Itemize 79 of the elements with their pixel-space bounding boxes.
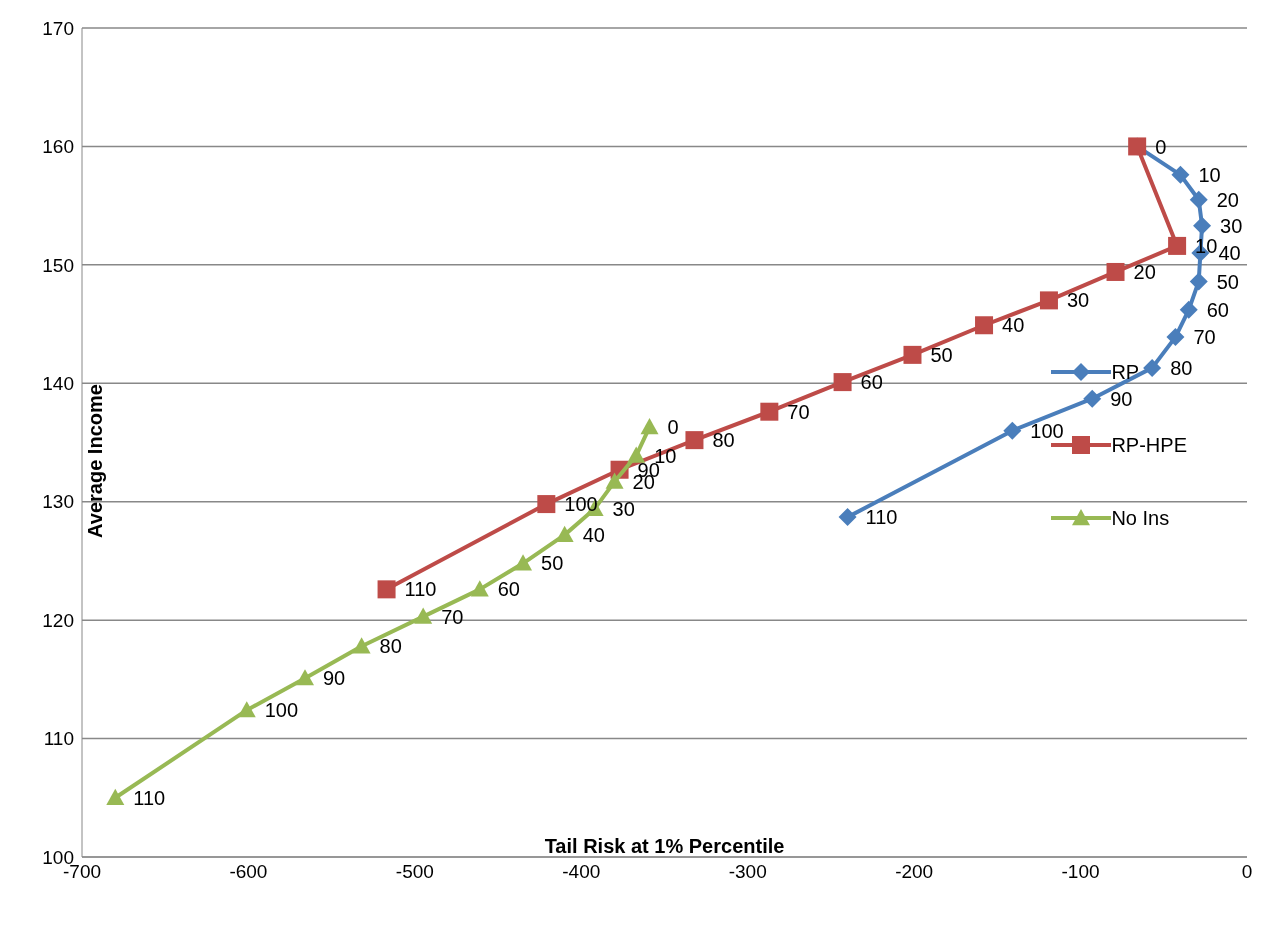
x-tick-label: -300 (728, 861, 767, 883)
x-tick-label: -500 (395, 861, 434, 883)
point (377, 580, 396, 599)
annotation: 100 (1030, 419, 1064, 442)
legend-label: RP-HPE (1111, 433, 1187, 457)
legend-label: No Ins (1111, 506, 1170, 530)
point (1039, 291, 1058, 310)
point (640, 418, 659, 435)
annotation: 20 (1216, 188, 1239, 211)
annotation: 30 (612, 497, 635, 520)
point (470, 580, 489, 597)
point (1168, 236, 1187, 255)
point (1189, 190, 1208, 209)
annotation: 50 (1216, 270, 1239, 293)
annotation: 90 (323, 667, 346, 690)
annotation: 110 (404, 578, 437, 601)
x-tick-label: -100 (1061, 861, 1100, 883)
point (537, 495, 556, 514)
annotation: 110 (865, 506, 898, 529)
y-tick-label: 160 (42, 136, 74, 158)
legend-label: RP (1111, 360, 1140, 384)
annotation: 30 (1220, 214, 1243, 237)
annotation: 80 (1170, 356, 1193, 379)
point (1143, 358, 1162, 377)
x-tick-label: -600 (229, 861, 268, 883)
point (1189, 272, 1208, 291)
y-tick-label: 120 (42, 609, 74, 631)
annotation: 70 (441, 605, 464, 628)
annotation: 20 (1133, 261, 1156, 284)
y-axis-title: Average Income (84, 383, 107, 538)
annotation: 40 (582, 523, 605, 546)
annotation: 110 (133, 786, 166, 809)
point (903, 345, 922, 364)
annotation: 50 (541, 552, 564, 575)
annotation: 40 (1218, 242, 1241, 265)
point (296, 669, 315, 686)
annotation: 80 (379, 635, 402, 658)
annotation: 0 (1155, 135, 1167, 158)
point (605, 472, 624, 489)
annotation: 60 (860, 371, 883, 394)
annotation: 30 (1066, 289, 1090, 312)
y-tick-label: 130 (42, 491, 74, 513)
x-tick-label: 0 (1241, 861, 1253, 883)
y-tick-label: 150 (42, 254, 74, 276)
point (1003, 421, 1022, 440)
point (627, 446, 646, 463)
annotation: 70 (1193, 326, 1216, 349)
point (1166, 328, 1185, 347)
point (685, 431, 704, 450)
point (838, 508, 857, 527)
annotation: 50 (930, 343, 953, 366)
point (106, 788, 125, 805)
point (1193, 216, 1212, 235)
point (975, 316, 994, 335)
point (514, 554, 533, 571)
annotation: 100 (264, 699, 299, 722)
point (414, 607, 433, 624)
point (237, 701, 256, 718)
annotation: 40 (1002, 314, 1025, 337)
annotation: 80 (712, 429, 735, 452)
x-tick-label: -400 (562, 861, 601, 883)
annotation: 10 (1198, 163, 1221, 186)
point (1179, 300, 1198, 319)
annotation: 60 (497, 578, 521, 601)
y-tick-label: 170 (42, 17, 74, 39)
point (1083, 389, 1102, 408)
point (833, 373, 852, 392)
annotation: 90 (1110, 387, 1133, 410)
x-axis-title: Tail Risk at 1% Percentile (543, 835, 786, 858)
point (1171, 165, 1190, 184)
x-tick-label: -200 (895, 861, 934, 883)
point (760, 402, 779, 421)
point (352, 637, 371, 654)
annotation: 0 (667, 416, 679, 439)
y-tick-label: 140 (42, 373, 74, 395)
annotation: 60 (1206, 298, 1229, 321)
point (1106, 262, 1125, 281)
annotation: 70 (787, 400, 810, 423)
y-tick-label: 110 (43, 728, 74, 750)
